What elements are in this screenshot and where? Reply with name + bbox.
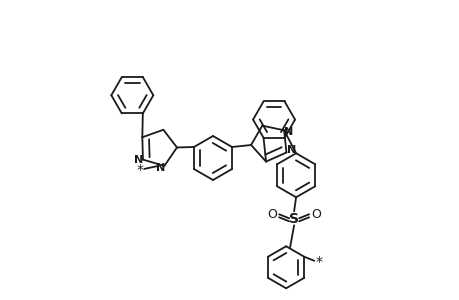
Text: N: N xyxy=(156,163,165,173)
Text: *: * xyxy=(315,255,322,269)
Text: O: O xyxy=(310,208,320,221)
Text: N: N xyxy=(286,146,296,155)
Text: S: S xyxy=(289,212,298,226)
Text: O: O xyxy=(267,208,276,221)
Text: N: N xyxy=(284,127,293,137)
Text: *: * xyxy=(137,163,144,177)
Text: N: N xyxy=(134,154,143,165)
